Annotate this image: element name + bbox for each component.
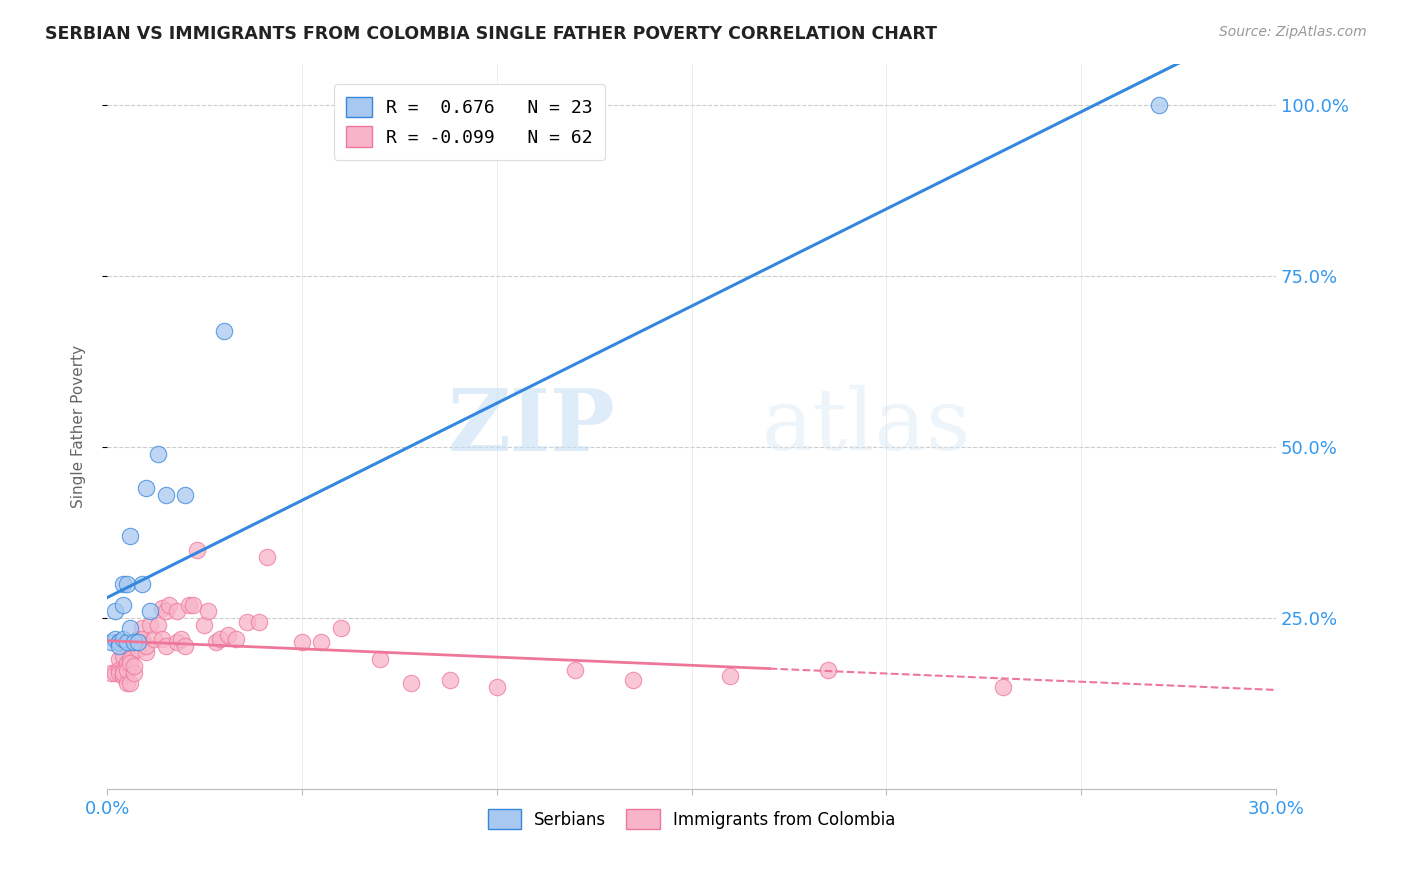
Point xyxy=(111,665,134,680)
Point xyxy=(100,635,122,649)
Point xyxy=(111,598,134,612)
Point xyxy=(225,632,247,646)
Point xyxy=(1147,98,1170,112)
Point xyxy=(100,665,122,680)
Text: atlas: atlas xyxy=(762,385,970,468)
Point xyxy=(720,669,742,683)
Point xyxy=(107,665,129,680)
Point xyxy=(131,577,153,591)
Point xyxy=(193,618,215,632)
Point xyxy=(146,447,169,461)
Point xyxy=(124,635,146,649)
Point xyxy=(205,635,228,649)
Point xyxy=(311,635,333,649)
Point xyxy=(124,659,146,673)
Point xyxy=(107,635,129,649)
Point xyxy=(181,598,204,612)
Point xyxy=(120,656,142,670)
Text: SERBIAN VS IMMIGRANTS FROM COLOMBIA SINGLE FATHER POVERTY CORRELATION CHART: SERBIAN VS IMMIGRANTS FROM COLOMBIA SING… xyxy=(45,25,936,43)
Point xyxy=(174,639,197,653)
Point xyxy=(139,618,162,632)
Point xyxy=(124,635,146,649)
Point xyxy=(131,622,153,636)
Point xyxy=(120,676,142,690)
Point xyxy=(368,652,391,666)
Point xyxy=(120,622,142,636)
Point xyxy=(564,663,586,677)
Point xyxy=(127,635,149,649)
Point xyxy=(174,488,197,502)
Point xyxy=(155,639,177,653)
Point xyxy=(817,663,839,677)
Point xyxy=(111,632,134,646)
Point xyxy=(157,598,180,612)
Point xyxy=(135,645,157,659)
Point xyxy=(127,635,149,649)
Point xyxy=(124,665,146,680)
Point xyxy=(115,577,138,591)
Point xyxy=(115,635,138,649)
Point xyxy=(247,615,270,629)
Point xyxy=(291,635,314,649)
Point xyxy=(150,601,173,615)
Text: Source: ZipAtlas.com: Source: ZipAtlas.com xyxy=(1219,25,1367,39)
Point xyxy=(104,604,127,618)
Point xyxy=(115,639,138,653)
Point xyxy=(236,615,259,629)
Point xyxy=(111,648,134,663)
Point xyxy=(170,632,193,646)
Point xyxy=(439,673,461,687)
Point xyxy=(107,639,129,653)
Point xyxy=(166,604,188,618)
Point xyxy=(127,642,149,657)
Point xyxy=(120,652,142,666)
Point xyxy=(256,549,278,564)
Point xyxy=(155,604,177,618)
Point xyxy=(166,635,188,649)
Point xyxy=(107,652,129,666)
Text: ZIP: ZIP xyxy=(447,384,616,468)
Point xyxy=(217,628,239,642)
Point xyxy=(111,669,134,683)
Point xyxy=(621,673,644,687)
Point xyxy=(120,529,142,543)
Point xyxy=(135,481,157,495)
Point xyxy=(186,542,208,557)
Y-axis label: Single Father Poverty: Single Father Poverty xyxy=(72,345,86,508)
Point xyxy=(107,663,129,677)
Point xyxy=(142,632,165,646)
Point xyxy=(104,632,127,646)
Point xyxy=(485,680,508,694)
Point xyxy=(155,488,177,502)
Point xyxy=(135,639,157,653)
Point xyxy=(150,632,173,646)
Legend: Serbians, Immigrants from Colombia: Serbians, Immigrants from Colombia xyxy=(481,803,903,835)
Point xyxy=(107,635,129,649)
Point xyxy=(212,324,235,338)
Point xyxy=(329,622,352,636)
Point xyxy=(139,604,162,618)
Point xyxy=(115,656,138,670)
Point xyxy=(177,598,200,612)
Point xyxy=(104,665,127,680)
Point xyxy=(111,577,134,591)
Point xyxy=(127,632,149,646)
Point xyxy=(197,604,219,618)
Point xyxy=(115,676,138,690)
Point xyxy=(399,676,422,690)
Point xyxy=(209,632,232,646)
Point xyxy=(115,663,138,677)
Point xyxy=(993,680,1015,694)
Point xyxy=(111,663,134,677)
Point xyxy=(131,632,153,646)
Point xyxy=(146,618,169,632)
